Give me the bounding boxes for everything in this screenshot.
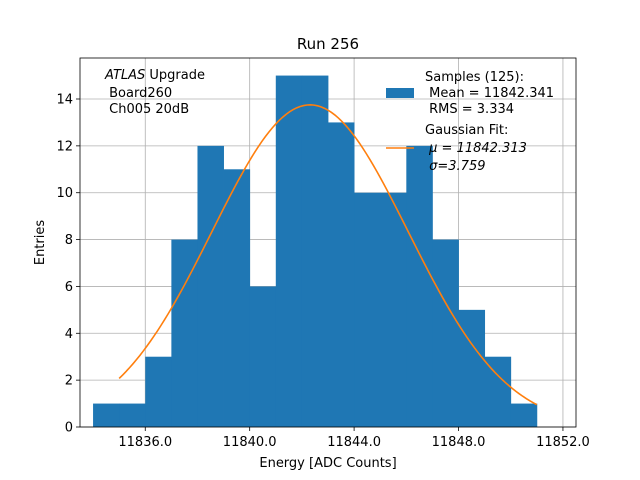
histogram-bar: [119, 403, 146, 427]
histogram-bar: [223, 169, 251, 428]
atlas-label: ATLAS: [104, 68, 145, 83]
histogram-bars: [93, 75, 538, 428]
legend-fit-line-2: μ = 11842.313: [425, 141, 527, 156]
y-axis-label: Entries: [33, 220, 48, 266]
x-axis-label: Energy [ADC Counts]: [259, 456, 396, 471]
histogram-bar: [406, 145, 433, 427]
y-tick-label: 10: [56, 186, 73, 201]
y-tick-label: 0: [65, 421, 73, 436]
y-tick-label: 12: [56, 139, 73, 154]
x-tick-label: 11836.0: [118, 435, 172, 450]
chart-title: Run 256: [297, 35, 359, 53]
run-annotation: ATLAS Upgrade Board260 Ch005 20dB: [104, 68, 205, 117]
histogram-bar: [301, 75, 329, 428]
gaussian-fit: [118, 104, 538, 406]
histogram-bar: [380, 192, 407, 427]
histogram-bar: [354, 192, 381, 427]
annotation-line-3: Ch005 20dB: [105, 102, 189, 117]
histogram-bar: [145, 356, 172, 427]
legend-samples-swatch: [386, 88, 414, 98]
x-tick-label: 11840.0: [223, 435, 277, 450]
x-tick-label: 11848.0: [432, 435, 486, 450]
y-tick-label: 14: [56, 93, 73, 108]
legend-samples-line-2: Mean = 11842.341: [425, 86, 554, 101]
histogram-bar: [197, 145, 224, 427]
y-tick-label: 4: [65, 327, 73, 342]
legend: Samples (125): Mean = 11842.341 RMS = 3.…: [386, 70, 554, 174]
histogram-bar: [249, 286, 277, 427]
x-tick-label: 11844.0: [327, 435, 381, 450]
histogram-bar: [458, 309, 486, 427]
legend-fit-line-3: σ=3.759: [425, 159, 485, 174]
plot-frame: [79, 57, 577, 428]
legend-samples-line-3: RMS = 3.334: [425, 102, 514, 117]
histogram-bar: [510, 403, 538, 427]
histogram-bar: [432, 239, 459, 427]
axis-ticks: 11836.0 11840.0 11844.0 11848.0 11852.0 0 2 4 6 8…: [56, 93, 589, 451]
upgrade-label: Upgrade: [145, 68, 205, 83]
y-tick-label: 8: [65, 233, 73, 248]
y-tick-label: 2: [65, 374, 73, 389]
histogram-bar: [328, 122, 355, 427]
annotation-line-1: ATLAS Upgrade: [104, 68, 205, 83]
histogram-bar: [93, 403, 120, 427]
legend-fit-line-1: Gaussian Fit:: [425, 123, 508, 138]
legend-samples-line-1: Samples (125):: [425, 70, 524, 85]
annotation-line-2: Board260: [105, 86, 172, 101]
x-tick-label: 11852.0: [536, 435, 590, 450]
histogram-bar: [275, 75, 303, 428]
histogram-bar: [171, 239, 198, 427]
y-tick-label: 6: [65, 280, 73, 295]
histogram-bar: [484, 356, 512, 427]
gaussian-fit-line: [118, 104, 538, 406]
